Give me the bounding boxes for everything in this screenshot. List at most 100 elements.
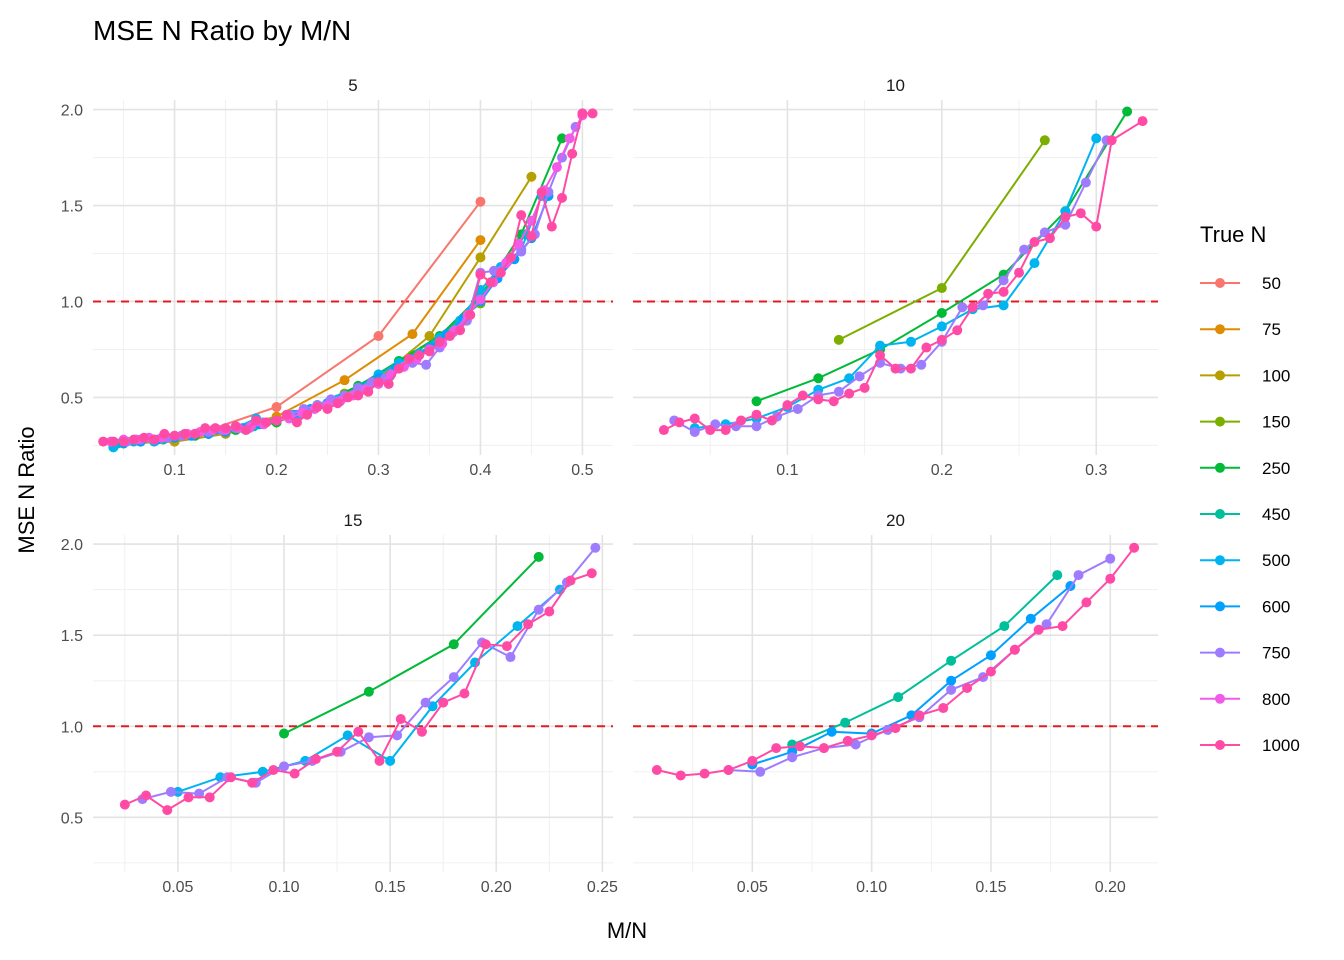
legend-item-750: 750 — [1200, 644, 1290, 663]
x-tick-label: 0.25 — [587, 879, 618, 896]
data-point — [194, 788, 205, 799]
legend-item-100: 100 — [1200, 366, 1290, 385]
y-tick-label: 0.5 — [61, 810, 83, 827]
data-point — [546, 221, 557, 232]
panel-15: 15 0.5 1.0 1.5 2.0 0.05 0.10 0.15 0.20 0.25 — [61, 511, 618, 896]
y-tick-label: 0.5 — [61, 390, 83, 407]
data-point — [342, 730, 353, 741]
legend-key-point — [1215, 370, 1225, 381]
series-750 — [137, 542, 601, 805]
series-600 — [747, 581, 1076, 770]
legend-key-point — [1215, 278, 1225, 288]
major-gridlines — [93, 100, 613, 455]
data-point — [119, 799, 130, 810]
series-line — [124, 572, 593, 812]
legend-label: 150 — [1262, 413, 1290, 432]
legend-item-450: 450 — [1200, 505, 1290, 524]
legend-label: 250 — [1262, 459, 1290, 478]
data-point — [302, 409, 313, 420]
y-axis-title: MSE N Ratio — [14, 426, 39, 553]
data-point — [946, 675, 957, 686]
legend-label: 50 — [1262, 274, 1281, 293]
data-point — [675, 770, 686, 781]
data-point — [905, 336, 916, 347]
data-point — [225, 772, 236, 783]
data-point — [421, 359, 432, 370]
data-point — [813, 373, 824, 384]
data-point — [1057, 621, 1068, 632]
strip-label: 15 — [344, 511, 363, 530]
data-point — [936, 321, 947, 332]
data-point — [751, 421, 762, 432]
data-point — [332, 746, 343, 757]
x-tick-label: 0.15 — [375, 879, 406, 896]
legend-key-point — [1215, 555, 1225, 566]
y-tick-label: 2.0 — [61, 537, 83, 554]
data-point — [689, 426, 700, 437]
data-point — [905, 363, 916, 374]
panel-20: 20 0.05 0.10 0.15 0.20 — [633, 511, 1158, 896]
data-point — [281, 409, 292, 420]
major-gridlines — [633, 100, 1158, 455]
data-point — [339, 375, 350, 386]
data-point — [787, 752, 798, 763]
x-tick-label: 0.4 — [469, 462, 491, 479]
series-750 — [669, 135, 1112, 437]
minor-gridlines — [93, 535, 613, 872]
legend-key-point — [1215, 740, 1225, 750]
data-point — [220, 423, 231, 434]
legend-key-point — [1215, 324, 1225, 335]
data-point — [936, 283, 947, 294]
data-point — [978, 300, 989, 311]
data-point — [890, 723, 901, 734]
data-point — [1033, 624, 1044, 635]
data-point — [833, 386, 844, 397]
x-tick-label: 0.05 — [162, 879, 193, 896]
series-450 — [787, 570, 1063, 750]
data-point — [312, 402, 323, 413]
data-point — [363, 732, 374, 743]
data-point — [480, 639, 491, 650]
series-500 — [689, 133, 1102, 434]
data-point — [699, 768, 710, 779]
data-point — [983, 288, 994, 299]
legend-label: 750 — [1262, 644, 1290, 663]
x-tick-label: 0.5 — [571, 462, 593, 479]
data-point — [875, 350, 886, 361]
data-point — [946, 684, 957, 695]
series-1000 — [651, 542, 1140, 781]
data-point — [465, 309, 476, 320]
series-line — [656, 547, 1135, 777]
data-point — [797, 390, 808, 401]
data-point — [1060, 212, 1071, 223]
strip-label: 5 — [348, 76, 357, 95]
legend-key-point — [1215, 601, 1225, 612]
data-point — [751, 396, 762, 407]
legend-label: 75 — [1262, 320, 1281, 339]
data-point — [577, 108, 588, 119]
series-line — [728, 557, 1111, 773]
data-point — [475, 235, 486, 246]
y-tick-label: 1.0 — [61, 719, 83, 736]
data-point — [374, 755, 385, 766]
data-point — [1075, 208, 1086, 219]
data-point — [755, 766, 766, 777]
data-point — [1073, 570, 1084, 581]
data-point — [495, 267, 506, 278]
x-tick-label: 0.10 — [856, 879, 887, 896]
data-point — [516, 210, 527, 221]
panel-10: 10 0.1 0.2 0.3 — [633, 76, 1158, 479]
data-point — [322, 403, 333, 414]
data-point — [998, 286, 1009, 297]
minor-gridlines — [633, 535, 1158, 872]
data-point — [141, 790, 152, 801]
x-tick-label: 0.05 — [737, 879, 768, 896]
data-point — [893, 692, 904, 703]
data-point — [946, 655, 957, 666]
data-point — [363, 686, 374, 697]
data-point — [1129, 542, 1140, 553]
data-point — [813, 394, 824, 405]
data-point — [565, 575, 576, 586]
data-point — [230, 421, 241, 432]
